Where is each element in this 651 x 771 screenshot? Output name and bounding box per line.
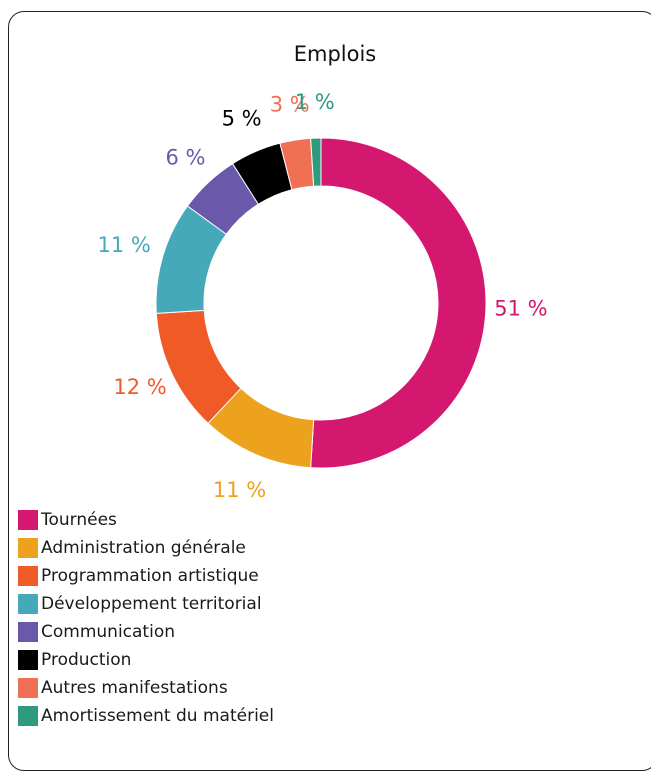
donut-slices	[155, 137, 487, 469]
legend-swatch	[18, 706, 38, 726]
legend-item: Communication	[18, 618, 274, 646]
slice-8	[310, 137, 322, 187]
legend-swatch	[18, 678, 38, 698]
legend-item: Autres manifestations	[18, 674, 274, 702]
slice-label-8: 1 %	[295, 90, 335, 114]
legend-label: Administration générale	[41, 538, 246, 558]
slice-label-4: 11 %	[97, 233, 150, 257]
slice-label-7: 3 %	[270, 92, 310, 116]
slice-1	[310, 137, 487, 469]
legend-label: Autres manifestations	[41, 678, 228, 698]
slice-label-1: 51 %	[494, 296, 547, 320]
legend-label: Programmation artistique	[41, 566, 259, 586]
legend-swatch	[18, 650, 38, 670]
legend-item: Programmation artistique	[18, 562, 274, 590]
legend-swatch	[18, 510, 38, 530]
legend-item: Production	[18, 646, 274, 674]
legend-swatch	[18, 566, 38, 586]
slice-labels: 51 % 11 % 12 % 11 % 6 % 5 % 3 %1 %	[97, 90, 547, 502]
legend: Tournées Administration générale Programma…	[18, 506, 274, 730]
legend-label: Amortissement du matériel	[41, 706, 274, 726]
slice-label-2: 11 %	[213, 478, 266, 502]
legend-swatch	[18, 538, 38, 558]
slice-label-5: 6 %	[165, 146, 205, 170]
legend-item: Tournées	[18, 506, 274, 534]
legend-label: Tournées	[41, 510, 117, 530]
chart-title: Emplois	[293, 42, 377, 66]
legend-label: Production	[41, 650, 132, 670]
legend-item: Développement territorial	[18, 590, 274, 618]
donut-chart: 51 % 11 % 12 % 11 % 6 % 5 % 3 %1 %	[97, 90, 547, 502]
slice-label-6: 5 %	[222, 106, 262, 130]
slice-label-3: 12 %	[113, 375, 166, 399]
legend-swatch	[18, 622, 38, 642]
legend-label: Communication	[41, 622, 175, 642]
legend-item: Administration générale	[18, 534, 274, 562]
legend-swatch	[18, 594, 38, 614]
legend-label: Développement territorial	[41, 594, 262, 614]
legend-item: Amortissement du matériel	[18, 702, 274, 730]
